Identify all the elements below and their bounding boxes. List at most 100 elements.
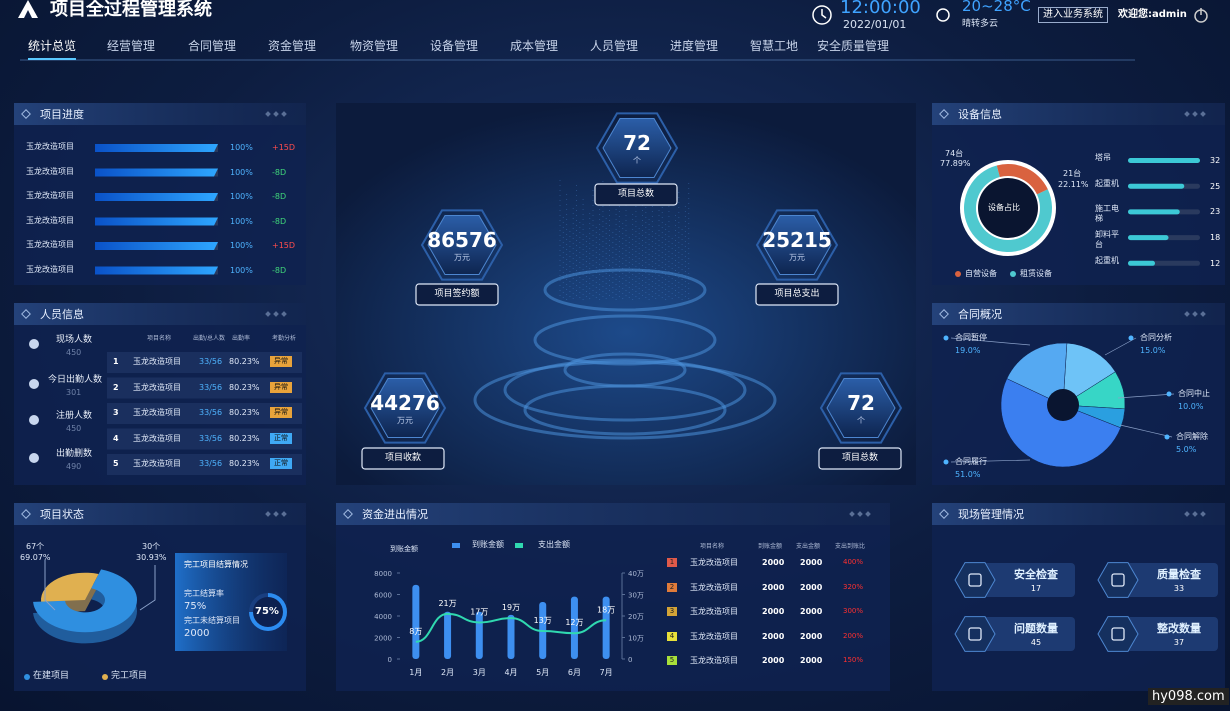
slice-percent: 15.0% bbox=[1140, 346, 1166, 355]
stat-value: 301 bbox=[66, 388, 82, 397]
row-rate: 80.23% bbox=[229, 357, 260, 366]
hex bbox=[762, 215, 832, 275]
legend-dot bbox=[1164, 434, 1170, 440]
equipment-bar bbox=[1128, 260, 1155, 266]
deco-ring bbox=[523, 384, 727, 436]
stat-number: 25215 bbox=[762, 228, 832, 252]
equipment-bar bbox=[1128, 209, 1180, 215]
nav-item[interactable]: 物资管理 bbox=[350, 39, 399, 53]
y-axis-label: 到账金额 bbox=[390, 545, 418, 553]
stat-label: 项目总数 bbox=[841, 453, 878, 463]
panel-deco bbox=[1192, 511, 1198, 517]
stat-icon bbox=[29, 415, 39, 425]
row-attendance: 33/56 bbox=[199, 408, 223, 417]
progress-bar bbox=[95, 266, 218, 275]
nav-item[interactable]: 统计总览 bbox=[28, 39, 77, 53]
donut-center: 设备占比 bbox=[988, 203, 1020, 212]
panel-deco bbox=[265, 311, 271, 317]
y2-tick-label: 40万 bbox=[628, 570, 644, 578]
watermark: hy098.com bbox=[1148, 688, 1229, 705]
site-card bbox=[1118, 617, 1218, 651]
progress-percent: 100% bbox=[230, 167, 253, 177]
nav-item[interactable]: 人员管理 bbox=[590, 39, 639, 53]
data-label: 12万 bbox=[565, 618, 583, 627]
rank: 3 bbox=[667, 607, 677, 616]
y-tick-label: 6000 bbox=[374, 592, 392, 600]
table-row-bg bbox=[107, 403, 302, 424]
leader-line bbox=[44, 560, 56, 611]
slice-name: 合同中止 bbox=[1178, 389, 1210, 398]
row-status: 正常 bbox=[270, 458, 292, 469]
panel-title-icon bbox=[939, 509, 949, 519]
ring-label: 75% bbox=[255, 606, 279, 617]
site-icon-hex bbox=[954, 562, 996, 598]
unsettled-label: 完工未结算项目 bbox=[184, 616, 240, 625]
legend-dot bbox=[955, 271, 961, 277]
progress-percent: 100% bbox=[230, 192, 253, 201]
equipment-bar bbox=[1128, 235, 1169, 241]
panel-title-bar bbox=[14, 303, 306, 325]
stat-icon bbox=[29, 339, 39, 349]
equipment-bar bbox=[1128, 158, 1200, 163]
settle-rate-label: 完工结算率 bbox=[184, 589, 224, 598]
nav-item[interactable]: 成本管理 bbox=[510, 39, 559, 53]
slice-percent: 22.11% bbox=[1058, 180, 1089, 189]
deco-ring bbox=[473, 360, 777, 440]
weather: 晴转多云 bbox=[962, 19, 999, 29]
stat-unit: 万元 bbox=[789, 253, 805, 262]
leader-line bbox=[139, 565, 156, 611]
rank: 5 bbox=[667, 656, 677, 665]
stat-number: 44276 bbox=[370, 391, 440, 415]
panel-title-bar bbox=[14, 103, 306, 125]
site-icon bbox=[968, 627, 982, 641]
panel-deco bbox=[1200, 111, 1206, 117]
nav-item[interactable]: 进度管理 bbox=[670, 39, 719, 53]
progress-bar bbox=[95, 217, 218, 226]
pie-slice bbox=[1006, 342, 1068, 406]
progress-delay: -8D bbox=[272, 265, 287, 275]
row-rate: 80.23% bbox=[229, 382, 260, 392]
slice-name: 合同履行 bbox=[955, 457, 987, 466]
nav-item[interactable]: 合同管理 bbox=[188, 39, 237, 53]
row-status: 异常 bbox=[270, 381, 292, 393]
table-header: 考勤分析 bbox=[272, 335, 297, 342]
panel-deco bbox=[281, 511, 287, 517]
legend-swatch bbox=[515, 543, 523, 548]
equipment-value: 12 bbox=[1210, 258, 1221, 268]
row-spent: 2000 bbox=[800, 558, 823, 567]
site-icon-hex bbox=[954, 616, 996, 652]
project-name: 玉龙改造项目 bbox=[26, 240, 74, 249]
table-header: 出勤率 bbox=[232, 335, 251, 342]
y-tick-label: 2000 bbox=[374, 635, 392, 643]
stat-label: 项目收款 bbox=[384, 453, 421, 463]
nav-item[interactable]: 资金管理 bbox=[268, 39, 317, 53]
site-value: 17 bbox=[1030, 584, 1042, 593]
y2-tick-label: 10万 bbox=[628, 635, 644, 643]
hex bbox=[370, 378, 440, 438]
site-value: 33 bbox=[1173, 584, 1185, 593]
progress-percent: 100% bbox=[230, 216, 253, 226]
row-ratio: 200% bbox=[843, 631, 864, 640]
enter-system-button[interactable]: 进入业务系统 bbox=[1038, 7, 1108, 23]
nav-item[interactable]: 经营管理 bbox=[107, 39, 156, 53]
slice-name: 合同分析 bbox=[1140, 333, 1172, 342]
nav-item[interactable]: 智慧工地 bbox=[750, 39, 799, 53]
nav-item[interactable]: 设备管理 bbox=[430, 39, 479, 53]
rank: 4 bbox=[667, 631, 677, 641]
panel-deco bbox=[265, 511, 271, 517]
row-index: 3 bbox=[113, 408, 119, 417]
stat-label: 注册人数 bbox=[56, 411, 93, 421]
nav-item[interactable]: 安全质量管理 bbox=[817, 39, 890, 53]
row-spent: 2000 bbox=[800, 656, 823, 665]
panel-deco bbox=[1192, 111, 1198, 117]
progress-delay: -8D bbox=[272, 167, 287, 177]
stat-icon bbox=[29, 453, 39, 463]
panel-deco bbox=[865, 511, 871, 517]
progress-percent: 100% bbox=[230, 265, 253, 275]
pie-slice bbox=[1000, 378, 1121, 468]
hex-outer bbox=[755, 209, 839, 281]
row-attendance: 33/56 bbox=[199, 382, 223, 392]
site-icon bbox=[968, 573, 982, 587]
equipment-value: 25 bbox=[1210, 181, 1221, 191]
